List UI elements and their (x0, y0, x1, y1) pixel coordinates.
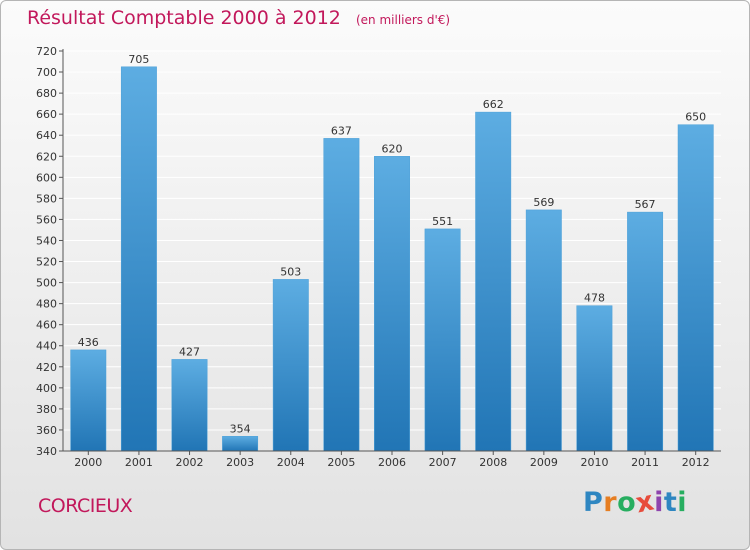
value-label-2008: 662 (483, 98, 504, 111)
bar-2006 (374, 156, 410, 452)
y-tick-label: 700 (36, 66, 57, 79)
brand-letter: r (603, 487, 618, 518)
x-tick-label-2002: 2002 (176, 456, 204, 469)
value-label-2007: 551 (432, 215, 453, 228)
x-tick-label-2001: 2001 (125, 456, 153, 469)
bar-2002 (171, 359, 208, 452)
bar-2000 (70, 349, 107, 452)
value-label-2005: 637 (331, 124, 352, 137)
value-label-2010: 478 (584, 292, 605, 305)
x-tick-label-2000: 2000 (74, 456, 102, 469)
bars (70, 66, 714, 452)
x-tick-label-2007: 2007 (429, 456, 457, 469)
x-tick-label-2005: 2005 (327, 456, 355, 469)
bar-2005 (323, 138, 360, 452)
chart-title-main: Résultat Comptable 2000 à 2012 (27, 7, 341, 29)
x-tick-label-2008: 2008 (479, 456, 507, 469)
y-tick-label: 480 (36, 298, 57, 311)
chart-title: Résultat Comptable 2000 à 2012 (en milli… (27, 7, 450, 29)
bar-2001 (120, 66, 157, 452)
y-tick-label: 720 (36, 45, 57, 58)
value-label-2003: 354 (230, 422, 251, 435)
x-tick-label-2003: 2003 (226, 456, 254, 469)
chart-title-unit: (en milliers d'€) (355, 13, 451, 27)
value-label-2002: 427 (179, 345, 200, 358)
commune-name: CORCIEUX (38, 495, 133, 517)
bar-2008 (475, 111, 512, 452)
y-tick-label: 580 (36, 192, 57, 205)
value-label-2006: 620 (382, 142, 403, 155)
proxiti-logo: Proxiti (583, 485, 688, 519)
bar-2003 (222, 436, 259, 452)
value-label-2004: 503 (280, 265, 301, 278)
axes (59, 49, 721, 455)
x-tick-label-2012: 2012 (682, 456, 710, 469)
bar-2012 (677, 124, 714, 452)
y-tick-label: 500 (36, 277, 57, 290)
y-tick-label: 340 (36, 445, 57, 458)
y-tick-label: 640 (36, 129, 57, 142)
y-tick-label: 560 (36, 213, 57, 226)
value-label-2011: 567 (635, 198, 656, 211)
x-tick-label-2006: 2006 (378, 456, 406, 469)
brand-letter: o (617, 487, 637, 518)
bar-2010 (576, 305, 613, 452)
y-tick-label: 360 (36, 424, 57, 437)
y-tick-label: 620 (36, 150, 57, 163)
labels: 340 360 380 400 420 440 460 480 500 520 540 560 580 6… (36, 45, 710, 469)
y-tick-label: 460 (36, 319, 57, 332)
value-label-2001: 705 (128, 53, 149, 66)
brand-letter: i (677, 487, 688, 518)
x-tick-label-2004: 2004 (277, 456, 305, 469)
bar-2011 (627, 211, 664, 452)
y-tick-label: 380 (36, 403, 57, 416)
y-tick-label: 540 (36, 234, 57, 247)
value-label-2000: 436 (78, 336, 99, 349)
y-tick-label: 660 (36, 108, 57, 121)
y-tick-label: 520 (36, 256, 57, 269)
value-label-2009: 569 (533, 196, 554, 209)
y-tick-label: 600 (36, 171, 57, 184)
y-tick-label: 420 (36, 361, 57, 374)
x-tick-label-2011: 2011 (631, 456, 659, 469)
x-tick-label-2009: 2009 (530, 456, 558, 469)
value-label-2012: 650 (685, 111, 706, 124)
y-tick-label: 400 (36, 382, 57, 395)
y-tick-label: 680 (36, 87, 57, 100)
bar-2004 (272, 279, 309, 452)
brand-letter: t (663, 487, 678, 518)
brand-letter: i (654, 487, 664, 518)
y-tick-label: 440 (36, 340, 57, 353)
bar-2009 (525, 209, 562, 452)
bar-2007 (424, 228, 461, 452)
x-tick-label-2010: 2010 (580, 456, 608, 469)
brand-letter: P (583, 487, 604, 518)
